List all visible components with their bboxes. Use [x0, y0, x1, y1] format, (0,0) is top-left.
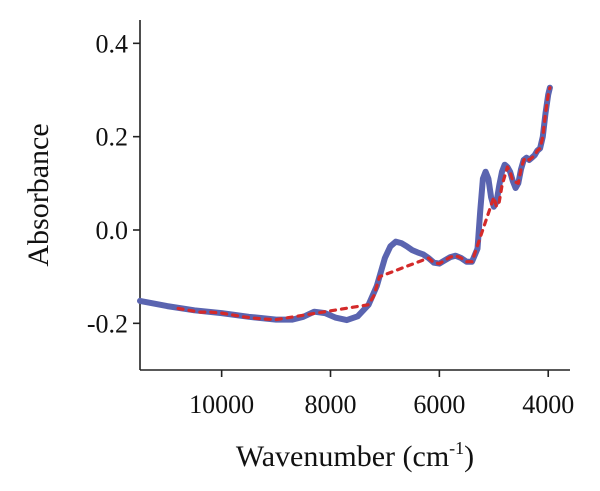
series-line-solid — [137, 84, 553, 324]
series-line-dashed — [176, 86, 552, 322]
y-axis-title: Absorbance — [22, 123, 55, 266]
x-axis-ticks: 10000 8000 6000 4000 — [189, 370, 574, 419]
chart-axes — [139, 20, 570, 371]
chart-plot-area — [137, 84, 553, 324]
x-axis-title-tail: ) — [464, 440, 474, 473]
x-tick-label: 10000 — [189, 390, 254, 419]
x-tick-label: 6000 — [413, 390, 465, 419]
x-axis-title-superscript: -1 — [449, 438, 464, 458]
y-axis-ticks: 0.4 0.2 0.0 -0.2 — [87, 29, 140, 338]
x-axis-title: Wavenumber (cm-1) — [236, 438, 474, 473]
y-tick-label: 0.4 — [96, 29, 129, 58]
y-tick-label: -0.2 — [87, 309, 128, 338]
y-tick-label: 0.2 — [96, 123, 129, 152]
x-tick-label: 8000 — [305, 390, 357, 419]
x-axis-title-main: Wavenumber (cm — [236, 440, 449, 473]
y-tick-label: 0.0 — [96, 216, 129, 245]
x-tick-label: 4000 — [522, 390, 574, 419]
